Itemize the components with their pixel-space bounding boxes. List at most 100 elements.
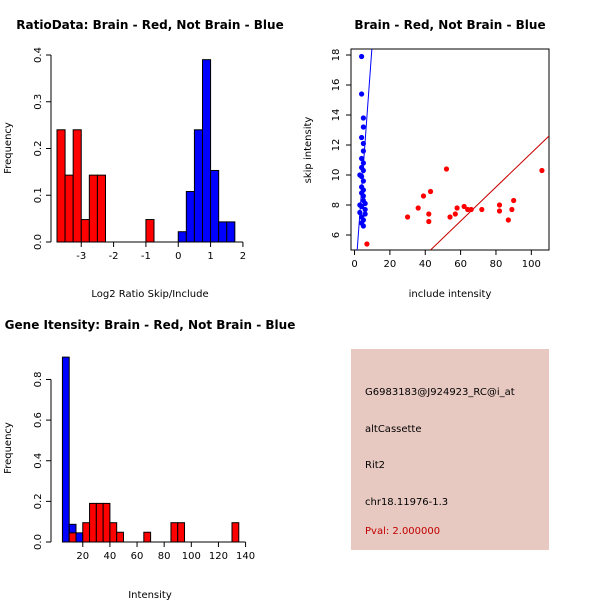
gene-hist-y-tick-label: 0.4 bbox=[33, 453, 44, 469]
ratio-hist-y-tick-label: 0.3 bbox=[33, 94, 44, 110]
scatter-y-tick-label: 6 bbox=[331, 232, 342, 238]
scatter-point-red bbox=[496, 202, 503, 208]
scatter-point-red bbox=[404, 214, 411, 220]
scatter-y-tick-label: 16 bbox=[331, 79, 342, 92]
scatter-x-tick-label: 40 bbox=[419, 259, 432, 270]
ratio-hist-x-tick-label: 1 bbox=[207, 251, 213, 262]
scatter-x-tick-label: 80 bbox=[490, 259, 503, 270]
ratio-hist-bar-blue bbox=[185, 191, 195, 243]
gene-name: Rit2 bbox=[365, 460, 386, 471]
scatter-point-blue bbox=[359, 155, 365, 162]
scatter-ylabel: skip intensity bbox=[303, 117, 314, 184]
scatter-point-red bbox=[468, 206, 474, 213]
ratio-hist-bar-blue bbox=[177, 231, 187, 243]
gene-hist-x-tick-label: 80 bbox=[158, 551, 171, 562]
gene-hist-bar-red bbox=[231, 522, 240, 543]
gene-hist-x-tick-label: 20 bbox=[76, 551, 89, 562]
gene-hist-bar-blue bbox=[75, 532, 84, 543]
gene-hist-x-tick-label: 60 bbox=[131, 551, 144, 562]
scatter-point-red bbox=[505, 217, 511, 223]
ratio-hist-bar-blue bbox=[193, 129, 204, 243]
scatter-point-blue bbox=[357, 209, 363, 216]
scatter-fit-line-red bbox=[430, 135, 549, 250]
scatter-point-blue bbox=[360, 193, 366, 199]
scatter-point-blue bbox=[360, 223, 366, 229]
event-type: altCassette bbox=[365, 424, 422, 435]
gene-hist-bar-red bbox=[170, 522, 179, 543]
gene-hist-x-tick-label: 40 bbox=[104, 551, 117, 562]
ratio-hist-bar-blue bbox=[226, 221, 236, 243]
gene-hist-y-tick-label: 0.6 bbox=[33, 412, 44, 428]
scatter-plot-frame bbox=[350, 48, 550, 251]
ratio-hist-bar-red bbox=[80, 219, 90, 243]
gene-intensity-histogram: Gene Itensity: Brain - Red, Not Brain - … bbox=[3, 318, 295, 600]
gene-hist-y-tick-label: 0.2 bbox=[33, 493, 44, 509]
ratio-hist-x-tick-label: 2 bbox=[240, 251, 246, 262]
gene-hist-bar-red bbox=[109, 522, 118, 543]
scatter-point-blue bbox=[359, 203, 365, 210]
ratio-hist-bar-red bbox=[72, 129, 82, 243]
scatter-x-tick-label: 20 bbox=[384, 259, 397, 270]
scatter-point-blue bbox=[360, 178, 366, 184]
scatter-point-red bbox=[447, 214, 453, 220]
gene-histogram-title: Gene Itensity: Brain - Red, Not Brain - … bbox=[5, 318, 296, 332]
ratio-histogram-ylabel: Frequency bbox=[3, 122, 14, 174]
ratio-hist-x-tick-label: -1 bbox=[141, 251, 151, 262]
scatter-point-blue bbox=[362, 200, 368, 207]
probe-id: G6983183@J924923_RC@i_at bbox=[365, 387, 515, 398]
ratio-hist-x-tick-label: -3 bbox=[76, 251, 86, 262]
scatter-point-blue bbox=[359, 91, 365, 97]
ratio-hist-y-tick-label: 0.4 bbox=[33, 47, 44, 63]
intensity-scatter: Brain - Red, Not Brain - Blue include in… bbox=[303, 18, 550, 300]
scatter-xlabel: include intensity bbox=[409, 289, 492, 300]
scatter-point-blue bbox=[359, 53, 365, 60]
gene-hist-bar-red bbox=[82, 522, 91, 543]
scatter-title: Brain - Red, Not Brain - Blue bbox=[354, 18, 545, 32]
scatter-y-tick-label: 10 bbox=[331, 169, 342, 182]
ratio-hist-y-tick-label: 0.0 bbox=[33, 234, 44, 250]
scatter-y-tick-label: 8 bbox=[331, 202, 342, 208]
scatter-point-red bbox=[420, 193, 427, 199]
ratio-histogram-title: RatioData: Brain - Red, Not Brain - Blue bbox=[16, 18, 283, 32]
ratio-histogram-xlabel: Log2 Ratio Skip/Include bbox=[91, 289, 208, 300]
scatter-point-blue bbox=[360, 160, 366, 166]
gene-hist-x-tick-label: 100 bbox=[182, 551, 201, 562]
scatter-point-red bbox=[479, 206, 485, 213]
scatter-point-blue bbox=[362, 206, 368, 213]
scatter-point-red bbox=[364, 241, 370, 247]
ratio-hist-x-tick-label: 0 bbox=[175, 251, 181, 262]
scatter-point-red bbox=[427, 188, 434, 195]
p-value: Pval: 2.000000 bbox=[365, 526, 441, 537]
gene-hist-bar-red bbox=[68, 532, 77, 543]
scatter-point-red bbox=[496, 208, 503, 214]
scatter-point-red bbox=[443, 166, 450, 172]
ratio-hist-bar-red bbox=[88, 174, 98, 243]
ratio-hist-y-tick-label: 0.1 bbox=[33, 187, 44, 203]
scatter-point-blue bbox=[360, 140, 366, 147]
scatter-y-tick-label: 18 bbox=[331, 49, 342, 62]
scatter-point-red bbox=[415, 205, 421, 211]
ratio-hist-bar-red bbox=[64, 174, 74, 243]
genomic-location: chr18.11976-1.3 bbox=[365, 497, 449, 508]
probe-info-panel: G6983183@J924923_RC@i_at altCassette Rit… bbox=[351, 349, 549, 550]
ratio-hist-y-tick-label: 0.2 bbox=[33, 141, 44, 157]
scatter-point-red bbox=[539, 167, 545, 174]
gene-hist-x-tick-label: 120 bbox=[209, 551, 228, 562]
gene-hist-x-tick-label: 140 bbox=[236, 551, 255, 562]
gene-hist-y-tick-label: 0.0 bbox=[33, 534, 44, 550]
gene-hist-bar-red bbox=[89, 502, 97, 543]
gene-hist-bar-blue bbox=[61, 356, 70, 543]
ratio-hist-bar-red bbox=[145, 219, 155, 243]
gene-hist-bar-red bbox=[177, 522, 186, 543]
gene-hist-bar-red bbox=[102, 502, 111, 543]
ratio-histogram: RatioData: Brain - Red, Not Brain - Blue… bbox=[3, 18, 284, 300]
gene-hist-bar-red bbox=[143, 531, 152, 543]
scatter-point-blue bbox=[360, 148, 366, 154]
scatter-point-blue bbox=[360, 167, 366, 174]
ratio-hist-x-tick-label: -2 bbox=[109, 251, 119, 262]
gene-histogram-xlabel: Intensity bbox=[128, 590, 172, 600]
scatter-point-blue bbox=[360, 115, 366, 121]
gene-hist-y-tick-label: 0.8 bbox=[33, 372, 44, 388]
scatter-point-red bbox=[426, 218, 432, 225]
